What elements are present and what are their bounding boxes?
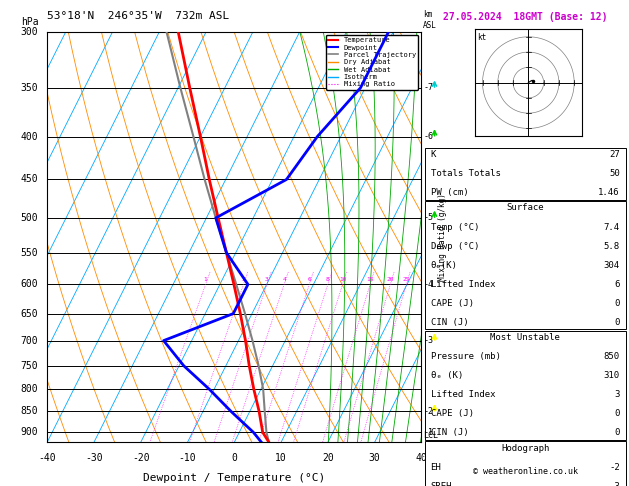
Text: θₑ (K): θₑ (K) xyxy=(431,371,463,380)
Text: 500: 500 xyxy=(20,213,38,223)
Text: 900: 900 xyxy=(20,427,38,437)
Text: Dewp (°C): Dewp (°C) xyxy=(431,242,479,251)
Bar xyxy=(425,148,626,200)
Text: 450: 450 xyxy=(20,174,38,185)
Text: 27: 27 xyxy=(609,150,620,159)
Text: Mixing Ratio (g/kg): Mixing Ratio (g/kg) xyxy=(438,193,447,281)
Text: Totals Totals: Totals Totals xyxy=(431,169,501,178)
Text: 300: 300 xyxy=(20,27,38,36)
Text: 6: 6 xyxy=(308,278,311,282)
Text: CIN (J): CIN (J) xyxy=(431,428,468,437)
Text: -10: -10 xyxy=(179,452,196,463)
Text: © weatheronline.co.uk: © weatheronline.co.uk xyxy=(473,468,577,476)
Text: SREH: SREH xyxy=(431,482,452,486)
Text: -40: -40 xyxy=(38,452,56,463)
Text: 310: 310 xyxy=(604,371,620,380)
Text: 1.46: 1.46 xyxy=(598,188,620,197)
Legend: Temperature, Dewpoint, Parcel Trajectory, Dry Adiabat, Wet Adiabat, Isotherm, Mi: Temperature, Dewpoint, Parcel Trajectory… xyxy=(326,35,418,89)
Text: 850: 850 xyxy=(20,406,38,417)
Text: Temp (°C): Temp (°C) xyxy=(431,223,479,231)
Bar xyxy=(425,330,626,440)
Text: 0: 0 xyxy=(231,452,237,463)
Text: CAPE (J): CAPE (J) xyxy=(431,409,474,418)
Text: 8: 8 xyxy=(326,278,330,282)
Text: 6: 6 xyxy=(615,279,620,289)
Text: 40: 40 xyxy=(416,452,427,463)
Text: -2: -2 xyxy=(423,407,433,416)
Text: 2: 2 xyxy=(242,278,245,282)
Text: 1: 1 xyxy=(204,278,208,282)
Text: Pressure (mb): Pressure (mb) xyxy=(431,352,501,361)
Text: 3: 3 xyxy=(265,278,269,282)
Text: Dewpoint / Temperature (°C): Dewpoint / Temperature (°C) xyxy=(143,473,325,483)
Text: 0: 0 xyxy=(615,299,620,308)
Text: hPa: hPa xyxy=(21,17,38,28)
Text: 15: 15 xyxy=(366,278,374,282)
Text: -20: -20 xyxy=(132,452,150,463)
Text: PW (cm): PW (cm) xyxy=(431,188,468,197)
Text: 53°18'N  246°35'W  732m ASL: 53°18'N 246°35'W 732m ASL xyxy=(47,11,230,21)
Text: -7: -7 xyxy=(423,83,433,92)
Text: 30: 30 xyxy=(369,452,381,463)
Text: 27.05.2024  18GMT (Base: 12): 27.05.2024 18GMT (Base: 12) xyxy=(443,12,608,22)
Text: 400: 400 xyxy=(20,132,38,141)
Text: K: K xyxy=(431,150,436,159)
Text: LCL: LCL xyxy=(423,431,438,440)
Text: Most Unstable: Most Unstable xyxy=(490,333,560,342)
Text: 7.4: 7.4 xyxy=(604,223,620,231)
Text: -30: -30 xyxy=(85,452,103,463)
Text: CAPE (J): CAPE (J) xyxy=(431,299,474,308)
Text: EH: EH xyxy=(431,463,442,471)
Text: 3: 3 xyxy=(615,390,620,399)
Text: Lifted Index: Lifted Index xyxy=(431,279,495,289)
Text: 10: 10 xyxy=(276,452,287,463)
Text: km
ASL: km ASL xyxy=(423,10,437,30)
Text: 0: 0 xyxy=(615,318,620,327)
Text: 20: 20 xyxy=(322,452,334,463)
Text: 750: 750 xyxy=(20,361,38,371)
Text: Surface: Surface xyxy=(506,204,544,212)
Text: -6: -6 xyxy=(423,132,433,141)
Text: Hodograph: Hodograph xyxy=(501,444,549,452)
Text: 50: 50 xyxy=(609,169,620,178)
Text: 304: 304 xyxy=(604,260,620,270)
Text: Lifted Index: Lifted Index xyxy=(431,390,495,399)
Text: 10: 10 xyxy=(339,278,347,282)
Text: θₑ(K): θₑ(K) xyxy=(431,260,457,270)
Text: 5.8: 5.8 xyxy=(604,242,620,251)
Text: 350: 350 xyxy=(20,83,38,93)
Text: 25: 25 xyxy=(403,278,410,282)
Text: -4: -4 xyxy=(423,280,433,289)
Text: -3: -3 xyxy=(609,482,620,486)
Text: kt: kt xyxy=(477,34,486,42)
Text: -3: -3 xyxy=(423,336,433,345)
Text: CIN (J): CIN (J) xyxy=(431,318,468,327)
Text: 600: 600 xyxy=(20,279,38,289)
Text: 650: 650 xyxy=(20,309,38,319)
Text: 0: 0 xyxy=(615,428,620,437)
Text: 20: 20 xyxy=(387,278,394,282)
Text: 700: 700 xyxy=(20,336,38,346)
Text: 850: 850 xyxy=(604,352,620,361)
Text: -5: -5 xyxy=(423,213,433,223)
Text: -2: -2 xyxy=(609,463,620,471)
Text: 0: 0 xyxy=(615,409,620,418)
Text: 800: 800 xyxy=(20,384,38,394)
Bar xyxy=(425,441,626,486)
Text: 4: 4 xyxy=(282,278,286,282)
Text: 550: 550 xyxy=(20,248,38,258)
Text: -1: -1 xyxy=(423,428,433,437)
Bar xyxy=(425,201,626,329)
